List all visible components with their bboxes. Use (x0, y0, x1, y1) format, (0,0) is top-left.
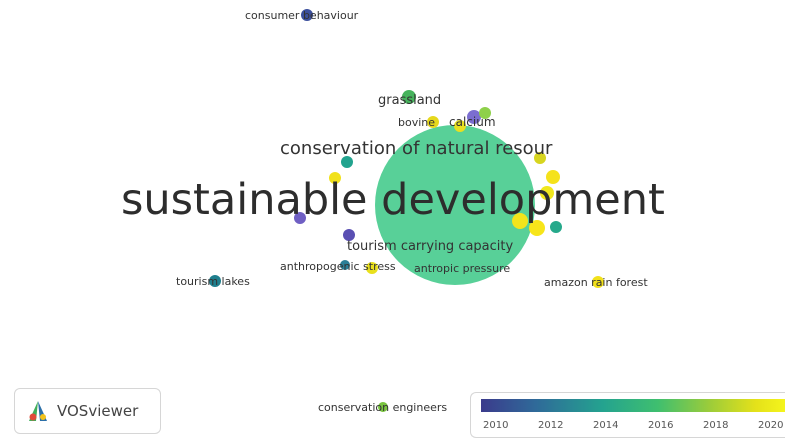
legend-tick-2018: 2018 (703, 420, 729, 431)
legend-tick-2020: 2020 (758, 420, 784, 431)
node-cluster-f[interactable] (546, 170, 560, 184)
vosviewer-logo-text: VOSviewer (57, 402, 139, 420)
node-amazon-rain-forest[interactable] (592, 276, 604, 288)
term-label-conservation-natural-resources[interactable]: conservation of natural resour (280, 138, 553, 159)
term-label-bovine[interactable]: bovine (398, 116, 436, 129)
node-cluster-h[interactable] (512, 213, 528, 229)
node-calcium[interactable] (467, 110, 481, 124)
node-tourism-lakes[interactable] (209, 275, 221, 287)
node-cluster-a[interactable] (479, 107, 491, 119)
node-grassland[interactable] (402, 90, 416, 104)
legend-tick-2014: 2014 (593, 420, 619, 431)
node-consumer-behaviour[interactable] (301, 9, 313, 21)
node-cluster-k[interactable] (294, 212, 306, 224)
term-label-antropic-pressure[interactable]: antropic pressure (414, 262, 511, 275)
term-label-tourism-lakes[interactable]: tourism lakes (176, 275, 250, 288)
term-label-grassland[interactable]: grassland (378, 93, 442, 108)
term-label-tourism-carrying-capacity[interactable]: tourism carrying capacity (347, 239, 514, 254)
term-label-consumer-behaviour[interactable]: consumer behaviour (245, 9, 359, 22)
node-cluster-i[interactable] (529, 220, 545, 236)
term-label-amazon-rain-forest[interactable]: amazon rain forest (544, 276, 648, 289)
node-sustainable-development[interactable] (375, 125, 535, 285)
vosviewer-logo-icon (29, 401, 47, 421)
node-conservation-engineers[interactable] (378, 402, 388, 412)
node-cluster-e[interactable] (534, 152, 546, 164)
term-label-calcium[interactable]: calcium (449, 115, 496, 129)
node-cluster-b[interactable] (454, 120, 466, 132)
node-cluster-c[interactable] (341, 156, 353, 168)
node-cluster-g[interactable] (540, 186, 554, 200)
term-label-anthropogenic-stress[interactable]: anthropogenic stress (280, 260, 396, 273)
legend-tick-2012: 2012 (538, 420, 564, 431)
node-cluster-j[interactable] (550, 221, 562, 233)
node-anthropogenic-stress[interactable] (340, 260, 350, 270)
color-legend: 2010 2012 2014 2016 2018 2020 (470, 392, 785, 438)
legend-color-bar (481, 399, 785, 412)
node-cluster-l[interactable] (343, 229, 355, 241)
node-cluster-d[interactable] (329, 172, 341, 184)
term-label-sustainable-development[interactable]: sustainable development (121, 175, 665, 225)
term-label-conservation-engineers[interactable]: conservation engineers (318, 401, 448, 414)
node-cluster-m[interactable] (366, 262, 378, 274)
legend-tick-2010: 2010 (483, 420, 509, 431)
legend-tick-2016: 2016 (648, 420, 674, 431)
node-bovine[interactable] (427, 116, 439, 128)
vosviewer-logo: VOSviewer (14, 388, 161, 434)
